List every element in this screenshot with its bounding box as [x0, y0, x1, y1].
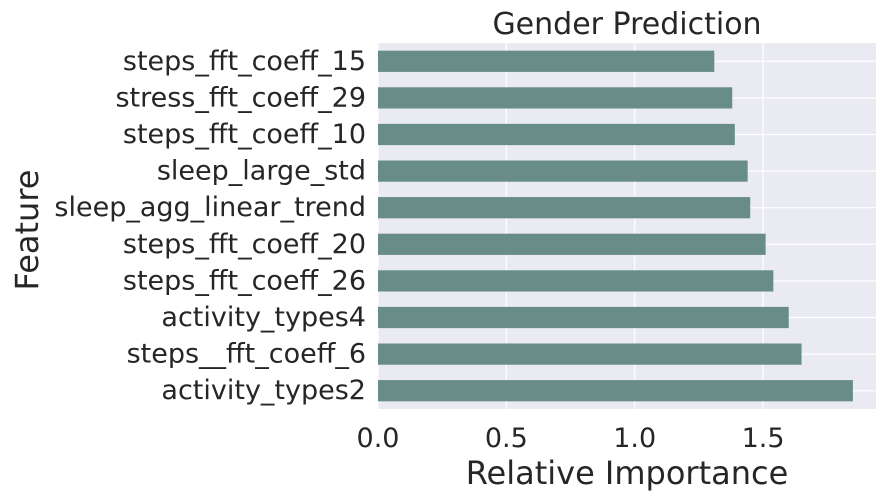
y-tick-labels: steps_fft_coeff_15 stress_fft_coeff_29ste… [54, 46, 366, 406]
x-tick-label: 1.5 [742, 423, 785, 454]
y-tick-label: steps_fft_coeff_20 [123, 229, 366, 260]
bar-steps_fft_coeff_10 [378, 123, 735, 146]
x-tick-label: 0.5 [485, 423, 528, 454]
y-tick-label: steps__fft_coeff_6 [127, 339, 366, 370]
bar-steps_fft_coeff_20 [378, 233, 766, 255]
y-tick-label: activity_types4 [161, 302, 366, 333]
bar-stress_fft_coeff_29 [378, 87, 733, 109]
x-tick-labels: 0.0 0.5 1.0 1.5 [357, 423, 785, 454]
bar-steps__fft_coeff_6 [378, 343, 802, 365]
bar-sleep_large_std [378, 160, 748, 182]
bar-activity_types2 [378, 380, 853, 402]
y-tick-label: stress_fft_coeff_29 [115, 82, 366, 113]
bar-steps_fft_coeff_15 [378, 50, 715, 72]
y-tick-label: steps_fft_coeff_26 [123, 265, 366, 296]
x-tick-label: 1.0 [613, 423, 656, 454]
bar-activity_types4 [378, 306, 789, 329]
bar-sleep_agg_linear_trend [378, 197, 751, 219]
x-tick-label: 0.0 [357, 423, 400, 454]
y-tick-label: steps_fft_coeff_10 [123, 119, 366, 150]
bars [378, 50, 853, 402]
y-tick-label: activity_types2 [161, 375, 366, 406]
bar-steps_fft_coeff_26 [378, 270, 774, 292]
y-tick-label: sleep_agg_linear_trend [54, 192, 366, 223]
y-axis-label: Feature [8, 170, 46, 291]
x-axis-label: Relative Importance [466, 454, 789, 492]
y-tick-label: steps_fft_coeff_15 [123, 46, 366, 77]
chart-title: Gender Prediction [492, 7, 761, 42]
y-tick-label: sleep_large_std [157, 156, 366, 187]
